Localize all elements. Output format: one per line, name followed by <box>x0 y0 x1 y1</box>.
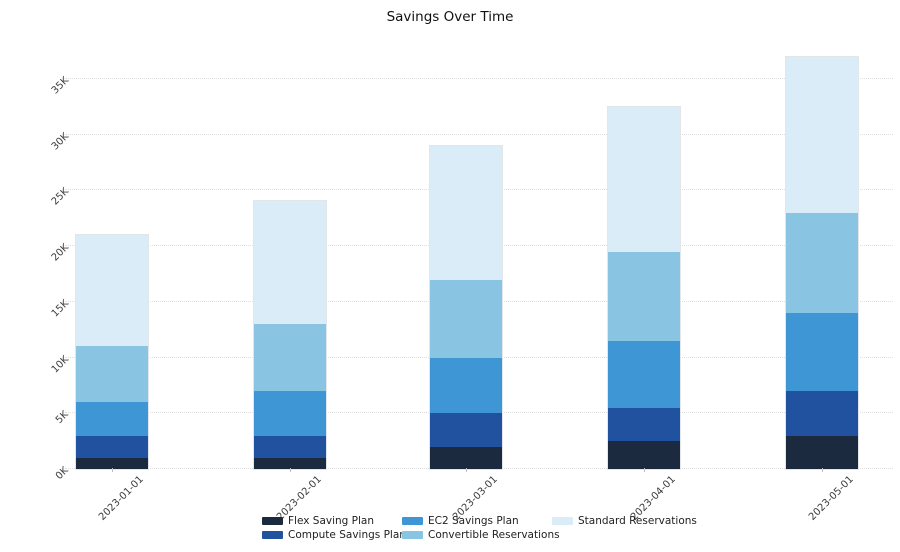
bar-segment[interactable] <box>430 446 502 469</box>
bar-segment[interactable] <box>430 145 502 280</box>
bar-segment[interactable] <box>254 457 326 469</box>
chart-title: Savings Over Time <box>386 9 514 25</box>
bar-segment[interactable] <box>254 390 326 436</box>
bar-segment[interactable] <box>608 340 680 408</box>
legend-item-ec2-savings-plan[interactable]: EC2 Savings Plan <box>402 515 519 527</box>
bar-segment[interactable] <box>254 324 326 391</box>
bar-segment[interactable] <box>608 407 680 442</box>
stacked-bar-2023-01-01[interactable] <box>75 233 149 470</box>
bar-segment[interactable] <box>430 413 502 447</box>
y-gridline <box>65 133 893 135</box>
bar-segment[interactable] <box>76 402 148 436</box>
bar-segment[interactable] <box>254 201 326 325</box>
bar-segment[interactable] <box>608 251 680 341</box>
legend-item-flex-saving-plan[interactable]: Flex Saving Plan <box>262 515 375 527</box>
bar-segment[interactable] <box>76 457 148 469</box>
bar-segment[interactable] <box>786 435 858 469</box>
bar-segment[interactable] <box>786 390 858 436</box>
legend-label: Flex Saving Plan <box>288 515 375 527</box>
legend-swatch-icon <box>402 530 423 539</box>
legend-label: EC2 Savings Plan <box>428 515 519 527</box>
bar-segment[interactable] <box>786 212 858 313</box>
bar-segment[interactable] <box>76 435 148 458</box>
bar-segment[interactable] <box>254 435 326 458</box>
stacked-bar-2023-03-01[interactable] <box>429 144 503 470</box>
legend-label: Standard Reservations <box>578 515 697 527</box>
legend-swatch-icon <box>262 517 283 525</box>
legend-item-standard-reservations[interactable]: Standard Reservations <box>552 515 697 527</box>
bar-segment[interactable] <box>786 312 858 391</box>
stacked-bar-2023-04-01[interactable] <box>607 105 681 470</box>
bar-segment[interactable] <box>430 357 502 414</box>
legend-swatch-icon <box>402 517 423 525</box>
x-tick-label: 2023-05-01 <box>806 474 856 523</box>
stacked-bar-2023-05-01[interactable] <box>785 55 859 470</box>
legend-label: Convertible Reservations <box>428 528 560 541</box>
x-tick-mark <box>112 468 113 472</box>
y-tick-label: 25K <box>49 186 71 208</box>
bar-segment[interactable] <box>76 346 148 403</box>
legend-item-convertible-reservations[interactable]: Convertible Reservations <box>402 528 560 541</box>
x-tick-mark <box>822 468 823 472</box>
bar-segment[interactable] <box>430 279 502 358</box>
bar-segment[interactable] <box>786 56 858 213</box>
x-tick-label: 2023-01-01 <box>96 474 146 523</box>
legend-label: Compute Savings Plan <box>288 528 406 541</box>
bar-segment[interactable] <box>608 441 680 469</box>
y-gridline <box>65 77 893 79</box>
legend-item-compute-savings-plan[interactable]: Compute Savings Plan <box>262 528 406 541</box>
bar-segment[interactable] <box>76 234 148 347</box>
bar-segment[interactable] <box>608 106 680 252</box>
x-tick-mark <box>466 468 467 472</box>
x-tick-mark <box>644 468 645 472</box>
x-tick-mark <box>290 468 291 472</box>
stacked-bar-2023-02-01[interactable] <box>253 200 327 470</box>
legend-swatch-icon <box>552 517 573 525</box>
legend-swatch-icon <box>262 530 283 539</box>
